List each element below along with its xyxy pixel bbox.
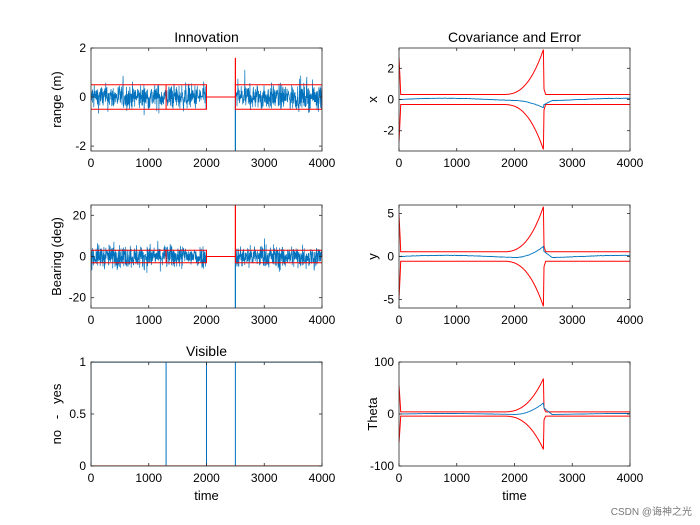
x-tick-label: 4000 <box>617 471 644 485</box>
x-tick-label: 3000 <box>251 313 278 327</box>
y-axis-label: Theta <box>365 397 380 431</box>
estimate-error-series <box>399 245 630 259</box>
y-axis-label: x <box>365 96 380 103</box>
y-tick-label: 0 <box>387 407 394 421</box>
covariance-upper-bound <box>399 378 630 413</box>
y-axis-label: range (m) <box>49 71 64 127</box>
x-tick-label: 0 <box>88 313 95 327</box>
x-tick-label: 1000 <box>135 156 162 170</box>
bound-line-0 <box>91 249 322 257</box>
x-tick-label: 1000 <box>443 471 470 485</box>
y-tick-label: 0 <box>387 93 394 107</box>
plot-area-innovation-bearing <box>91 205 322 308</box>
y-tick-label: 0 <box>79 90 86 104</box>
subplot-title: Innovation <box>174 29 239 45</box>
y-axis-label: no - yes <box>49 383 64 444</box>
y-axis-label: Bearing (deg) <box>49 217 64 296</box>
x-tick-label: 3000 <box>559 471 586 485</box>
x-tick-label: 3000 <box>559 156 586 170</box>
x-tick-label: 0 <box>396 313 403 327</box>
y-tick-label: 0 <box>387 250 394 264</box>
y-tick-label: -5 <box>383 292 394 306</box>
y-tick-label: 1 <box>79 355 86 369</box>
x-tick-label: 4000 <box>617 156 644 170</box>
estimate-error-series <box>399 402 630 415</box>
x-tick-label: 2000 <box>193 156 220 170</box>
x-tick-label: 2000 <box>501 156 528 170</box>
y-tick-label: 2 <box>387 61 394 75</box>
x-tick-label: 2000 <box>193 471 220 485</box>
y-tick-label: -2 <box>383 124 394 138</box>
subplot-title: Visible <box>186 343 227 359</box>
x-tick-label: 4000 <box>309 313 336 327</box>
y-tick-label: -2 <box>75 139 86 153</box>
y-tick-label: -100 <box>370 459 394 473</box>
x-tick-label: 4000 <box>617 313 644 327</box>
x-tick-label: 0 <box>396 471 403 485</box>
subplot-covariance-x: 0 1000 2000 3000 4000 -2 0 2 Covariance and Erro… <box>365 29 644 170</box>
x-tick-label: 0 <box>88 156 95 170</box>
estimate-error-series <box>399 97 630 109</box>
watermark: CSDN @诲神之光 <box>611 505 692 518</box>
y-tick-label: 20 <box>73 208 87 222</box>
plot-area-covariance-x <box>399 49 630 150</box>
y-tick-label: -20 <box>69 291 87 305</box>
y-tick-label: 0.5 <box>69 407 86 421</box>
x-tick-label: 1000 <box>135 313 162 327</box>
y-axis-label: y <box>365 253 380 260</box>
x-tick-label: 1000 <box>443 313 470 327</box>
noise-series-segment-1 <box>235 69 322 113</box>
x-tick-label: 3000 <box>251 471 278 485</box>
covariance-upper-bound <box>399 49 630 95</box>
y-tick-label: 0 <box>79 459 86 473</box>
x-tick-label: 2000 <box>193 313 220 327</box>
x-tick-label: 1000 <box>443 156 470 170</box>
x-tick-label: 4000 <box>309 471 336 485</box>
bound-line-1 <box>91 96 322 110</box>
plot-area-visible <box>91 362 322 466</box>
x-tick-label: 0 <box>88 471 95 485</box>
plot-area-covariance-theta <box>399 378 630 450</box>
x-axis-label: time <box>502 488 527 503</box>
x-tick-label: 3000 <box>251 156 278 170</box>
x-tick-label: 4000 <box>309 156 336 170</box>
x-tick-label: 3000 <box>559 313 586 327</box>
covariance-lower-bound <box>399 415 630 450</box>
subplot-visible: 0 1000 2000 3000 4000 0 0.5 1 Visible time no - ye… <box>49 343 336 503</box>
plot-area-covariance-y <box>399 206 630 307</box>
y-tick-label: 2 <box>79 41 86 55</box>
x-tick-label: 0 <box>396 156 403 170</box>
x-tick-label: 1000 <box>135 471 162 485</box>
y-tick-label: 0 <box>79 250 86 264</box>
y-tick-label: 100 <box>374 355 394 369</box>
bound-line-0 <box>91 84 322 98</box>
subplot-title: Covariance and Error <box>448 29 581 45</box>
plot-area-innovation-range <box>91 57 322 151</box>
covariance-upper-bound <box>399 206 630 253</box>
noise-series-segment-1 <box>235 238 322 272</box>
x-axis-label: time <box>194 488 219 503</box>
covariance-lower-bound <box>399 260 630 307</box>
x-tick-label: 2000 <box>501 471 528 485</box>
y-tick-label: 5 <box>387 207 394 221</box>
covariance-lower-bound <box>399 104 630 150</box>
bound-line-1 <box>91 256 322 264</box>
x-tick-label: 2000 <box>501 313 528 327</box>
